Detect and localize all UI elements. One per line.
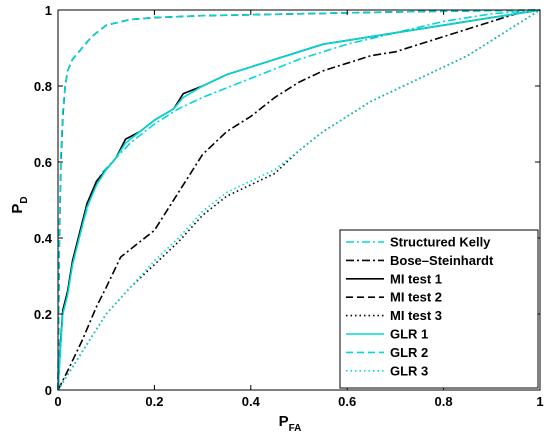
legend: Structured Kelly Bose–Steinhardt MI test 1… <box>339 229 539 389</box>
y-axis-label: PD <box>9 196 30 213</box>
legend-label-1: Structured Kelly <box>390 235 491 250</box>
x-tick-label: 0.2 <box>145 394 163 409</box>
y-tick-label: 0.8 <box>34 79 52 94</box>
series-layer <box>57 9 541 391</box>
y-tick-label: 0.6 <box>34 155 52 170</box>
legend-box <box>339 229 539 389</box>
legend-label-7: GLR 2 <box>390 345 428 360</box>
y-tick-label: 1 <box>45 3 52 18</box>
legend-label-4: MI test 2 <box>390 290 442 305</box>
x-tick-label: 1 <box>536 394 543 409</box>
legend-label-8: GLR 3 <box>390 363 428 378</box>
x-tick-label: 0 <box>54 394 61 409</box>
series-line-5 <box>57 9 541 391</box>
y-tick-label: 0.4 <box>34 231 53 246</box>
series-line-6 <box>57 9 541 391</box>
x-tick-label: 0.4 <box>242 394 261 409</box>
x-tick-label: 0.8 <box>435 394 453 409</box>
series-line-8 <box>57 9 541 391</box>
legend-label-6: GLR 1 <box>390 327 428 342</box>
x-tick-label: 0.6 <box>338 394 356 409</box>
x-axis-label: PFA <box>279 413 302 434</box>
series-line-7 <box>57 9 541 391</box>
legend-label-3: MI test 1 <box>390 271 442 286</box>
series-line-2 <box>57 9 541 391</box>
y-tick-label: 0.2 <box>34 307 52 322</box>
y-tick-label: 0 <box>45 383 52 398</box>
legend-label-5: MI test 3 <box>390 308 442 323</box>
tick-layer: 0 0.2 0.4 0.6 0.8 1 0 0.2 0.4 0.6 0.8 1 <box>34 3 544 409</box>
plot-frame <box>57 9 541 391</box>
legend-label-2: Bose–Steinhardt <box>390 253 494 268</box>
